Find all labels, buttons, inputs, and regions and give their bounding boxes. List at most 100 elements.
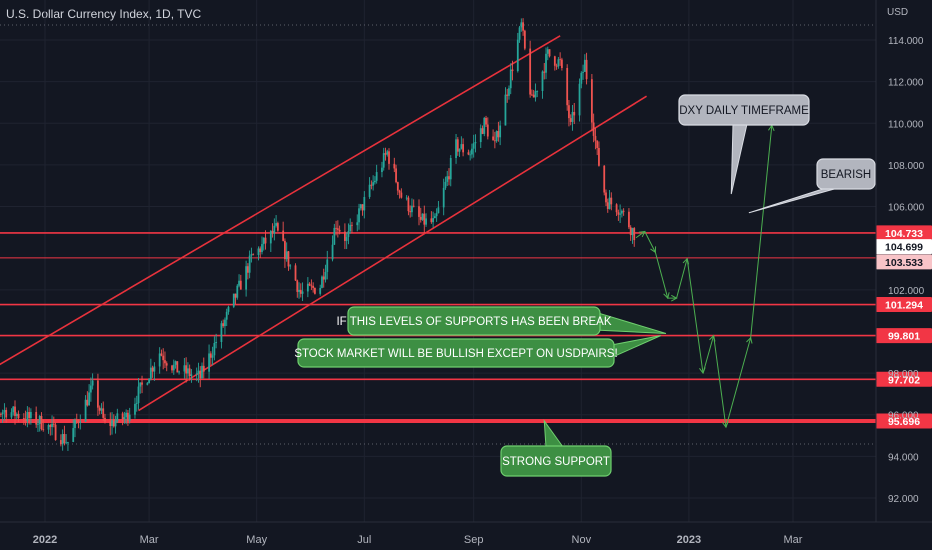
candle-body bbox=[17, 413, 20, 419]
candle-body bbox=[38, 415, 41, 424]
candle-body bbox=[545, 53, 547, 73]
candle-body bbox=[373, 180, 376, 183]
candle-body bbox=[5, 410, 8, 418]
candle-body bbox=[269, 230, 272, 244]
candle-body bbox=[75, 420, 78, 422]
candle-body bbox=[522, 22, 524, 31]
channel-layer bbox=[0, 35, 647, 412]
candle-body bbox=[250, 254, 253, 256]
candle-body bbox=[583, 59, 586, 72]
candle-body bbox=[568, 105, 570, 119]
x-tick-label: May bbox=[246, 534, 267, 546]
callout-text: DXY DAILY TIMEFRAME bbox=[679, 105, 809, 117]
candle-body bbox=[160, 353, 163, 356]
candle-body bbox=[331, 244, 334, 260]
candle-body bbox=[396, 182, 399, 191]
callout-pointer bbox=[543, 419, 564, 448]
candle-body bbox=[294, 265, 297, 281]
candle-body bbox=[100, 408, 103, 411]
candle-body bbox=[285, 251, 288, 260]
candle-body bbox=[225, 311, 228, 320]
callout-text: BEARISH bbox=[821, 169, 872, 181]
price-axis-currency: USD bbox=[887, 7, 909, 18]
candle-body bbox=[299, 289, 302, 294]
candle-body bbox=[12, 406, 15, 413]
candle-body bbox=[418, 206, 420, 217]
candle-body bbox=[134, 403, 136, 415]
candle-body bbox=[153, 366, 156, 372]
candle-body bbox=[24, 419, 27, 422]
candle-body bbox=[3, 410, 6, 413]
candle-body bbox=[271, 230, 274, 234]
annotation-callout: STOCK MARKET WILL BE BULLISH EXCEPT ON U… bbox=[294, 335, 661, 368]
candle-body bbox=[335, 227, 337, 229]
candle-body bbox=[617, 212, 620, 215]
candle-body bbox=[49, 425, 52, 427]
projection-arrowhead bbox=[722, 421, 729, 429]
candle-body bbox=[622, 210, 625, 212]
candle-body bbox=[566, 67, 569, 106]
candle-body bbox=[520, 22, 523, 28]
candle-body bbox=[151, 367, 154, 372]
candle-body bbox=[77, 421, 80, 423]
channel-upper-line bbox=[0, 35, 561, 366]
candle-body bbox=[456, 139, 459, 152]
candle-body bbox=[116, 413, 119, 422]
candle-body bbox=[211, 355, 214, 358]
price-tag-label: 97.702 bbox=[888, 374, 920, 386]
candle-body bbox=[608, 197, 611, 209]
candle-body bbox=[74, 420, 76, 429]
candle-body bbox=[314, 287, 316, 294]
candle-body bbox=[423, 213, 426, 225]
candle-body bbox=[165, 363, 168, 366]
x-tick-label: Jul bbox=[357, 534, 371, 546]
candle-body bbox=[213, 343, 216, 356]
candle-body bbox=[149, 367, 152, 379]
candle-body bbox=[137, 386, 140, 404]
candle-body bbox=[135, 403, 138, 404]
candle-body bbox=[164, 360, 166, 364]
candle-body bbox=[123, 417, 126, 420]
candle-body bbox=[532, 94, 535, 98]
candle-body bbox=[363, 196, 366, 211]
candle-body bbox=[430, 218, 433, 223]
candle-body bbox=[199, 370, 202, 379]
price-tag-label: 104.733 bbox=[885, 228, 923, 240]
projection-arrowhead bbox=[699, 367, 706, 375]
channel-lower-line bbox=[138, 95, 647, 412]
candle-body bbox=[176, 361, 179, 373]
callout-box bbox=[297, 338, 615, 368]
candle-body bbox=[26, 412, 29, 422]
x-tick-label: Sep bbox=[464, 534, 484, 546]
candle-body bbox=[479, 128, 482, 143]
candle-body bbox=[275, 223, 278, 226]
grid-layer bbox=[0, 0, 876, 522]
candle-body bbox=[236, 285, 239, 298]
candle-body bbox=[590, 79, 593, 123]
price-tag-label: 95.696 bbox=[888, 416, 920, 428]
y-tick-label: 106.000 bbox=[888, 203, 925, 214]
candle-body bbox=[359, 204, 362, 209]
candle-body bbox=[518, 27, 521, 40]
candle-body bbox=[111, 420, 113, 426]
candle-body bbox=[511, 69, 514, 72]
x-tick-label: Nov bbox=[572, 534, 592, 546]
chart-title: U.S. Dollar Currency Index, 1D, TVC bbox=[6, 7, 202, 21]
candle-body bbox=[202, 365, 205, 372]
candle-body bbox=[469, 154, 472, 156]
candle-body bbox=[125, 412, 128, 418]
candle-body bbox=[598, 147, 600, 166]
y-tick-label: 102.000 bbox=[888, 286, 925, 297]
candle-body bbox=[529, 48, 532, 95]
price-tag bbox=[876, 371, 932, 387]
y-tick-label: 110.000 bbox=[888, 119, 924, 130]
candle-body bbox=[504, 94, 507, 126]
price-tag bbox=[876, 328, 932, 344]
candle-body bbox=[158, 353, 161, 367]
candle-body bbox=[398, 190, 401, 193]
callout-box bbox=[678, 94, 810, 126]
candle-body bbox=[301, 291, 304, 294]
candle-body bbox=[448, 176, 450, 180]
candle-body bbox=[262, 237, 265, 245]
